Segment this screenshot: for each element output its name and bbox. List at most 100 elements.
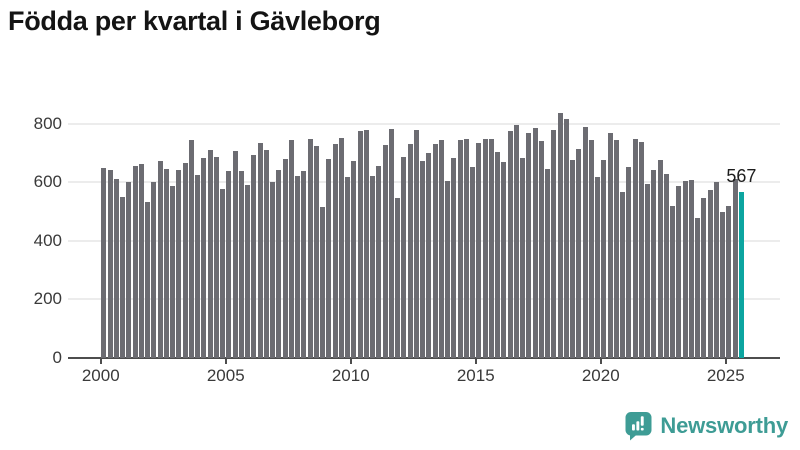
x-axis-tick-2010: [349, 358, 352, 364]
bar-quarter: [676, 186, 682, 358]
bar-quarter: [188, 140, 194, 358]
bar-quarter: [301, 170, 307, 358]
bar-quarter: [195, 174, 201, 358]
bar-quarter: [126, 181, 132, 358]
bar-quarter: [582, 126, 588, 358]
bar-quarter: [432, 143, 438, 358]
bar-quarter: [257, 143, 263, 358]
bar-quarter: [595, 177, 601, 358]
x-axis-label-2020: 2020: [581, 366, 620, 385]
bar-quarter: [538, 141, 544, 358]
bar-quarter: [120, 196, 126, 358]
bar-quarter: [507, 131, 513, 358]
bar-quarter: [626, 167, 632, 358]
bar-quarter: [113, 179, 119, 358]
y-axis-label-600: 600: [33, 172, 62, 192]
bar-quarter: [520, 157, 526, 358]
bar-quarter: [145, 202, 151, 358]
bar-quarter: [451, 157, 457, 358]
bar-quarter: [320, 207, 326, 358]
bar-quarter: [245, 184, 251, 358]
bar-quarter: [607, 132, 613, 358]
bar-quarter: [563, 118, 569, 358]
bar-quarter: [707, 189, 713, 358]
bar-quarter: [407, 143, 413, 358]
bar-quarter: [295, 176, 301, 358]
y-axis-label-400: 400: [33, 230, 62, 250]
bar-quarter: [220, 189, 226, 358]
x-axis-label-2010: 2010: [331, 366, 370, 385]
x-axis-tick-2015: [474, 358, 477, 364]
bar-quarter: [726, 206, 732, 358]
x-axis-tick-2000: [99, 358, 102, 364]
bar-quarter: [701, 198, 707, 358]
bar-quarter: [376, 165, 382, 358]
bar-quarter: [670, 206, 676, 358]
bar-quarter: [445, 180, 451, 358]
bar-quarter: [201, 157, 207, 358]
bar-quarter: [351, 160, 357, 358]
bar-quarter: [470, 167, 476, 358]
bar-quarter: [732, 178, 738, 358]
bar-quarter: [326, 159, 332, 358]
y-axis-label-800: 800: [33, 113, 62, 133]
bar-quarter: [101, 168, 107, 358]
bar-quarter: [613, 140, 619, 358]
bar-quarter: [576, 148, 582, 358]
bar-quarter: [282, 159, 288, 358]
bar-quarter: [363, 130, 369, 358]
bar-quarter: [513, 125, 519, 358]
x-axis-label-2015: 2015: [456, 366, 495, 385]
bar-quarter: [288, 140, 294, 358]
bar-quarter: [307, 138, 313, 358]
bar-quarter: [638, 142, 644, 358]
bar-quarter: [238, 171, 244, 358]
y-axis-label-0: 0: [52, 348, 62, 367]
bar-quarter: [532, 127, 538, 358]
bar-quarter: [132, 165, 138, 358]
bar-quarter: [157, 160, 163, 358]
x-axis-line: [68, 357, 780, 359]
bar-quarter: [207, 150, 213, 358]
bar-quarter: [251, 154, 257, 358]
bar-quarter: [276, 169, 282, 358]
bar-quarter: [663, 173, 669, 358]
x-axis-tick-2005: [224, 358, 227, 364]
bar-quarter: [570, 160, 576, 358]
bar-quarter: [382, 144, 388, 358]
chart-title: Födda per kvartal i Gävleborg: [8, 6, 381, 36]
bar-quarter: [395, 198, 401, 358]
bar-quarter: [401, 157, 407, 358]
x-axis-label-2000: 2000: [81, 366, 120, 385]
bar-quarter: [151, 181, 157, 358]
x-axis-label-2005: 2005: [206, 366, 245, 385]
bar-quarter: [601, 159, 607, 358]
bar-quarter: [226, 170, 232, 358]
x-axis-tick-2020: [599, 358, 602, 364]
bar-quarter: [651, 169, 657, 358]
bar-quarter: [170, 185, 176, 358]
bar-quarter: [138, 164, 144, 358]
bar-quarter: [182, 162, 188, 358]
bar-quarter: [720, 211, 726, 358]
bar-quarter: [557, 112, 563, 358]
bar-quarter: [688, 179, 694, 358]
bar-quarter: [163, 169, 169, 358]
bar-quarter: [545, 168, 551, 358]
bar-quarter: [620, 192, 626, 358]
bar-quarter: [488, 138, 494, 358]
bar-quarter: [176, 169, 182, 358]
bar-quarter: [413, 129, 419, 358]
bar-quarter: [501, 162, 507, 358]
newsworthy-speech-bubble-chart-icon: [624, 411, 653, 441]
newsworthy-logo-text: Newsworthy: [660, 413, 788, 438]
bar-quarter: [495, 152, 501, 358]
gridline-800: [68, 122, 780, 125]
bar-quarter: [213, 156, 219, 358]
bar-quarter: [263, 149, 269, 358]
bar-quarter: [632, 138, 638, 358]
bar-quarter: [313, 146, 319, 358]
newsworthy-logo: Newsworthy: [624, 411, 788, 441]
bar-quarter: [645, 184, 651, 358]
